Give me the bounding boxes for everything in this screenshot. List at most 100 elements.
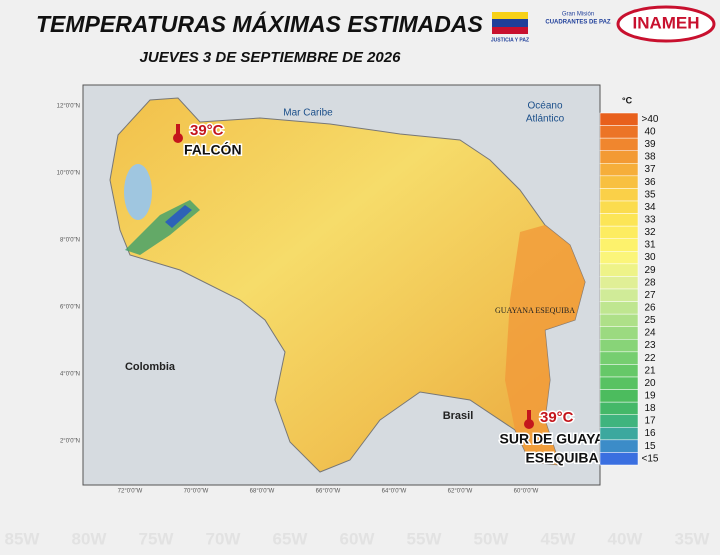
y-tick-label: 2°0'0"N [60,439,80,445]
legend-label: 23 [644,340,656,351]
logo-text: INAMEH [632,13,699,32]
legend-swatch [599,225,639,239]
legend-swatch [599,452,639,466]
background-axis-label: 50W [474,529,510,548]
legend-swatch [599,125,639,139]
ocean-label: Océano [527,101,562,112]
logo-text: CUADRANTES DE PAZ [545,20,611,26]
legend-swatch [599,301,639,315]
legend-swatch [599,339,639,353]
y-tick-label: 12°0'0"N [57,104,80,110]
logo-text: JUSTICIA Y PAZ [491,37,529,43]
legend-swatch [599,351,639,365]
annotation-place: SUR DE GUAYANA [500,431,625,447]
background-axis-label: 75W [139,529,175,548]
legend-swatch [599,389,639,403]
legend-label: 16 [644,428,656,439]
background-axis-label: 45W [541,529,577,548]
legend-label: 26 [644,302,656,313]
legend-label: 31 [644,240,656,251]
annotation-place: ESEQUIBA [525,450,598,466]
legend-label: 21 [644,365,656,376]
background-axis-label: 85W [5,529,41,548]
legend-swatch [599,288,639,302]
y-tick-label: 6°0'0"N [60,305,80,311]
legend-label: 38 [644,152,656,163]
legend-label: 18 [644,403,656,414]
background-axis-label: 65W [273,529,309,548]
ocean-label: Atlántico [526,114,565,125]
annotation-place: FALCÓN [184,141,242,158]
background-axis-label: 35W [675,529,711,548]
title: TEMPERATURAS MÁXIMAS ESTIMADAS [36,10,483,37]
legend-label: 36 [644,177,656,188]
x-tick-label: 66°0'0"W [316,489,341,495]
legend-swatch [599,188,639,202]
region-label: GUAYANA ESEQUIBA [495,306,575,315]
legend-swatch [599,326,639,340]
legend-label: 20 [644,378,656,389]
legend-label: 34 [644,202,656,213]
background-axis-label: 40W [608,529,644,548]
x-tick-label: 72°0'0"W [118,489,143,495]
legend-swatch [599,276,639,290]
legend-swatch [599,251,639,265]
legend-swatch [599,150,639,164]
legend-swatch [599,137,639,151]
legend-swatch [599,163,639,177]
logo-flag [492,27,528,34]
legend-label: 22 [644,353,656,364]
sea-label: Mar Caribe [283,108,333,119]
legend-label: 40 [644,126,656,137]
y-tick-label: 4°0'0"N [60,372,80,378]
legend-label: 37 [644,164,656,175]
annotation-value: 39°C [540,409,574,426]
subtitle: JUEVES 3 DE SEPTIEMBRE DE 2026 [140,49,402,66]
legend-swatch [599,213,639,227]
legend-label: 27 [644,290,656,301]
logo-flag [492,19,528,27]
country-label: Colombia [125,361,176,373]
legend-swatch [599,376,639,390]
legend-label: >40 [642,114,659,125]
legend-swatch [599,112,639,126]
background-axis-label: 80W [72,529,108,548]
legend-label: 35 [644,189,656,200]
legend-label: <15 [642,453,659,464]
annotation-value: 39°C [190,122,224,139]
background-axis-label: 70W [206,529,242,548]
legend-label: 15 [644,441,656,452]
legend-label: 32 [644,227,656,238]
legend-label: 28 [644,277,656,288]
country-label: Brasil [443,410,474,422]
background-axis-label: 60W [340,529,376,548]
legend-swatch [599,238,639,252]
x-tick-label: 60°0'0"W [514,489,539,495]
legend-label: 24 [644,328,656,339]
y-tick-label: 8°0'0"N [60,238,80,244]
background-axis-label: 55W [407,529,443,548]
andes-peaks [165,205,192,228]
x-tick-label: 62°0'0"W [448,489,473,495]
legend-swatch [599,175,639,189]
x-tick-label: 70°0'0"W [184,489,209,495]
y-tick-label: 10°0'0"N [57,171,80,177]
legend-label: 17 [644,416,656,427]
thermometer-icon [527,410,531,424]
x-tick-label: 68°0'0"W [250,489,275,495]
legend-swatch [599,200,639,214]
legend-swatch [599,313,639,327]
legend-label: 33 [644,214,656,225]
legend-label: 25 [644,315,656,326]
legend-label: 19 [644,390,656,401]
legend-label: 39 [644,139,656,150]
legend-label: 29 [644,265,656,276]
legend-swatch [599,263,639,277]
x-tick-label: 64°0'0"W [382,489,407,495]
legend-swatch [599,401,639,415]
legend-label: 30 [644,252,656,263]
legend-unit: °C [622,95,633,105]
lake-maracaibo [124,164,152,220]
legend-swatch [599,364,639,378]
